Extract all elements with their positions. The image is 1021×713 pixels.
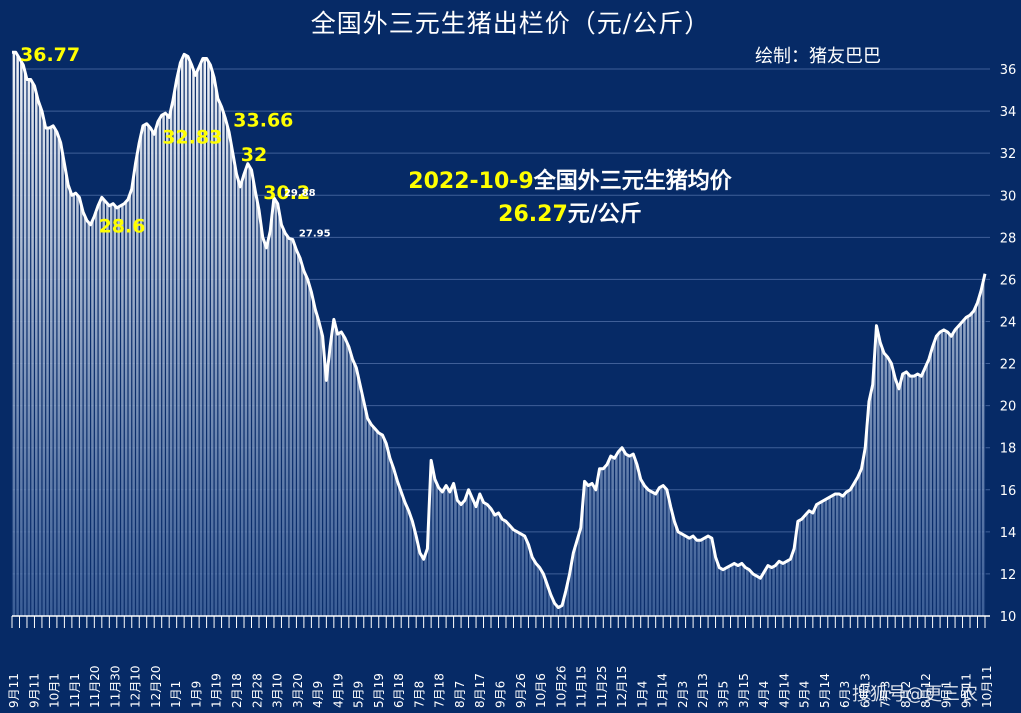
latest-caption-text: 全国外三元生猪均价 — [533, 169, 732, 194]
x-tick-label: 1月1 — [169, 681, 183, 708]
x-tick-label: 10月1 — [48, 673, 62, 708]
x-tick-label: 9月11 — [960, 673, 974, 708]
x-tick-label: 11月25 — [595, 665, 609, 708]
x-tick-label: 2月3 — [676, 681, 690, 708]
x-tick-label: 5月14 — [818, 673, 832, 708]
x-tick-label: 3月20 — [291, 673, 305, 708]
x-tick-label: 9月26 — [514, 673, 528, 708]
x-tick-label: 3月15 — [737, 673, 751, 708]
x-tick-label: 4月4 — [757, 681, 771, 708]
x-tick-label: 3月10 — [271, 673, 285, 708]
x-tick-label: 9月1 — [939, 681, 953, 708]
x-tick-label: 8月7 — [453, 681, 467, 708]
y-tick-label: 16 — [1000, 484, 1017, 499]
y-tick-label: 26 — [1000, 273, 1017, 288]
x-tick-label: 9月6 — [494, 681, 508, 708]
x-tick-label: 9月11 — [7, 673, 21, 708]
x-tick-label: 2月28 — [250, 673, 264, 708]
y-tick-label: 10 — [1000, 610, 1017, 625]
y-tick-label: 14 — [1000, 526, 1017, 541]
x-tick-label: 2月13 — [696, 673, 710, 708]
x-tick-label: 2月18 — [230, 673, 244, 708]
y-tick-label: 28 — [1000, 231, 1017, 246]
x-tick-label: 4月19 — [331, 673, 345, 708]
latest-date: 2022-10-9 — [408, 169, 534, 194]
latest-price-caption: 2022-10-9全国外三元生猪均价 — [380, 163, 760, 195]
y-tick-label: 12 — [1000, 568, 1017, 583]
chart-title: 全国外三元生猪出栏价（元/公斤） — [310, 9, 711, 38]
y-tick-label: 18 — [1000, 442, 1017, 457]
x-tick-label: 5月4 — [798, 681, 812, 708]
latest-price-unit: 元/公斤 — [567, 202, 642, 227]
x-tick-label: 11月20 — [88, 665, 102, 708]
chart-credit: 绘制：猪友巴巴 — [755, 46, 881, 67]
x-tick-label: 1月9 — [189, 681, 203, 708]
x-tick-label: 6月13 — [858, 673, 872, 708]
data-label: 30.2 — [263, 182, 310, 204]
x-tick-label: 1月14 — [656, 673, 670, 708]
x-tick-label: 11月1 — [68, 673, 82, 708]
y-tick-label: 24 — [1000, 315, 1017, 330]
data-label: 27.95 — [299, 228, 331, 239]
x-tick-label: 1月4 — [635, 681, 649, 708]
x-tick-label: 10月6 — [534, 673, 548, 708]
data-label: 36.77 — [20, 44, 80, 66]
price-line — [11, 50, 987, 610]
data-label: 29.88 — [284, 188, 316, 199]
x-tick-label: 6月18 — [392, 673, 406, 708]
x-tick-label: 12月15 — [615, 665, 629, 708]
y-tick-label: 20 — [1000, 400, 1017, 415]
source-watermark: 搜狐号@更三农 — [852, 684, 978, 705]
x-tick-label: 7月18 — [433, 673, 447, 708]
x-tick-label: 4月14 — [777, 673, 791, 708]
data-label: 32 — [241, 144, 267, 166]
x-tick-label: 5月19 — [372, 673, 386, 708]
x-tick-label: 9月11 — [27, 673, 41, 708]
x-tick-label: 8月2 — [899, 681, 913, 708]
x-tick-label: 8月17 — [473, 673, 487, 708]
x-tick-label: 4月9 — [311, 681, 325, 708]
x-tick-label: 5月9 — [352, 681, 366, 708]
x-tick-label: 6月3 — [838, 681, 852, 708]
x-tick-label: 1月19 — [210, 673, 224, 708]
x-tick-label: 8月12 — [919, 673, 933, 708]
x-tick-label: 10月11 — [980, 665, 994, 708]
x-tick-label: 7月8 — [412, 681, 426, 708]
data-label: 33.66 — [233, 109, 293, 131]
y-tick-label: 34 — [1000, 105, 1017, 120]
y-tick-label: 32 — [1000, 147, 1017, 162]
x-tick-label: 7月3 — [879, 681, 893, 708]
x-tick-label: 12月20 — [149, 665, 163, 708]
latest-price-number: 26.27 — [498, 202, 568, 227]
data-label: 32.83 — [162, 127, 222, 149]
y-tick-label: 36 — [1000, 63, 1017, 78]
data-label: 28.6 — [99, 216, 146, 238]
x-tick-label: 10月26 — [554, 665, 568, 708]
y-tick-label: 22 — [1000, 358, 1017, 373]
x-tick-label: 3月5 — [716, 681, 730, 708]
x-tick-label: 12月10 — [129, 665, 143, 708]
y-tick-label: 30 — [1000, 189, 1017, 204]
x-tick-label: 11月15 — [575, 665, 589, 708]
latest-price-value: 26.27元/公斤 — [380, 196, 760, 228]
x-tick-label: 11月30 — [108, 665, 122, 708]
